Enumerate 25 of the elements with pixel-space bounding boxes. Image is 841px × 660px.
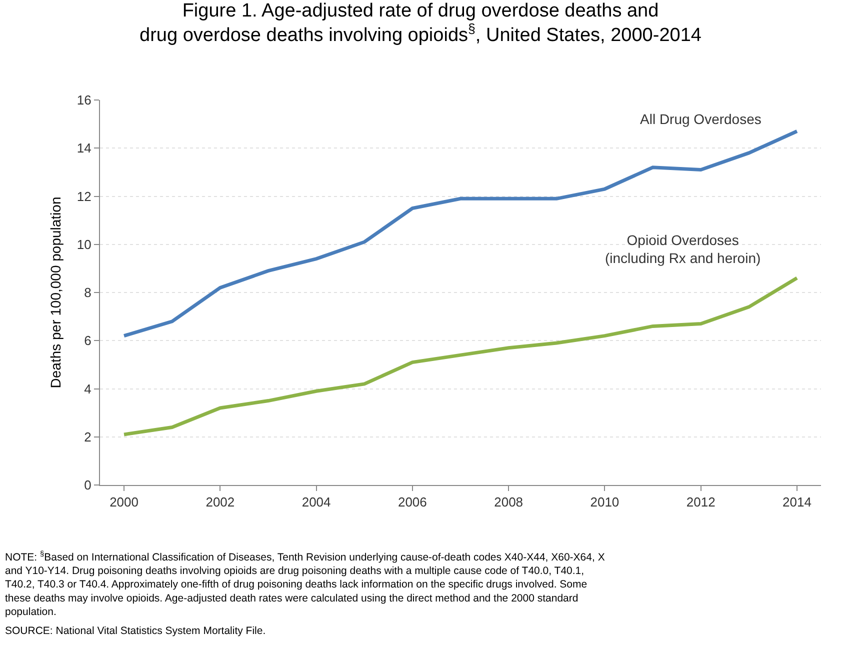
y-tick-label: 16 bbox=[76, 92, 92, 108]
y-tick-label: 2 bbox=[84, 429, 92, 444]
y-axis-title: Deaths per 100,000 population bbox=[48, 196, 64, 388]
x-tick-label: 2000 bbox=[110, 494, 138, 510]
y-tick-label: 10 bbox=[76, 236, 92, 252]
text: Opioid Overdoses (including Rx and heroin) bbox=[605, 232, 761, 266]
series-label: All Drug Overdoses bbox=[640, 111, 762, 127]
x-tick-label: 2012 bbox=[686, 494, 716, 510]
y-tick-label: 4 bbox=[84, 381, 92, 396]
y-tick-label: 14 bbox=[76, 140, 92, 156]
x-tick-label: 2004 bbox=[302, 494, 331, 510]
text: NOTE: $^{§}$Based on International Classification of Diseases, Tenth Revision underlying cause-of-death codes X40-X44, X60-X64, X and Y10-Y14. Drug poisoning deaths involving opioids are drug poisoning deaths with a multiple cause code of T40.0, T40.1, T40.2, T40.3 or T40.4. Approximately one-fifth of drug poisoning deaths lack information on the specific drugs involved. Some these deaths may involve opioids. Age-adjusted death rates were calculated using the direct method and the 2000 standard population. bbox=[5, 549, 605, 618]
line-series bbox=[122, 130, 799, 338]
x-tick-label: 2008 bbox=[494, 494, 524, 510]
source-note: SOURCE: National Vital Statistics System Mortality File. bbox=[5, 625, 266, 637]
x-tick-label: 2006 bbox=[398, 494, 427, 510]
y-tick-label: 0 bbox=[84, 478, 92, 493]
x-tick-label: 2010 bbox=[590, 494, 620, 510]
y-tick-label: 6 bbox=[84, 333, 92, 348]
line-series bbox=[122, 276, 799, 436]
x-tick-label: 2014 bbox=[782, 494, 812, 510]
y-tick-label: 12 bbox=[76, 188, 92, 204]
y-tick-label: 8 bbox=[84, 285, 92, 300]
x-tick-label: 2002 bbox=[206, 494, 235, 510]
chart-title: Figure 1. Age-adjusted rate of drug overdose deaths and drug overdose deaths involving opioids$^{§}$, United States, 2000-2014 bbox=[140, 0, 702, 46]
